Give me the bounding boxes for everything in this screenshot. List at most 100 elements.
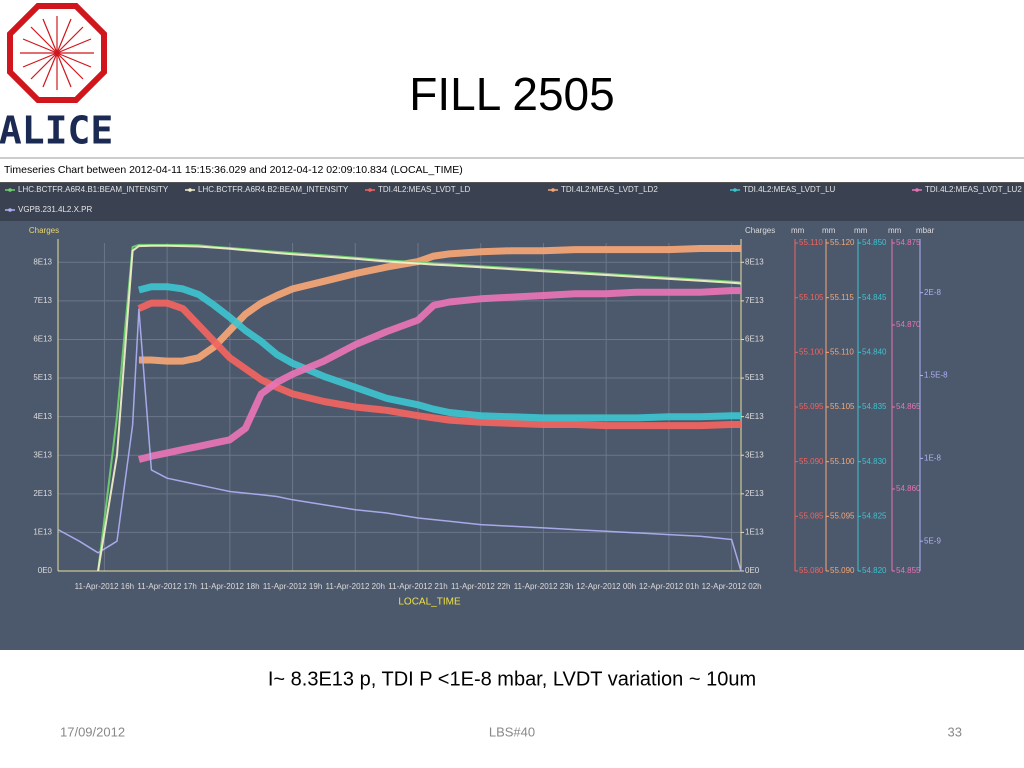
x-tick-label: 12-Apr-2012 01h <box>639 582 699 591</box>
y-tick-label: 54.865 <box>896 402 921 411</box>
y-tick-label: 55.100 <box>830 457 855 466</box>
y-tick-label: 5E13 <box>33 373 52 382</box>
chart-panel <box>0 157 1024 650</box>
y-tick-label: 8E13 <box>745 257 764 266</box>
legend-marker <box>551 188 555 192</box>
plot: 0E0 1E13 2E13 3E13 4E13 5E13 6E13 7E13 8E13 11-Ap… <box>29 226 948 608</box>
y-tick-label: 55.085 <box>799 511 824 520</box>
legend-items: LHC.BCTFR.A6R4.B1:BEAM_INTENSITY LHC.BCTF… <box>5 185 1022 214</box>
y-tick-label: 0E0 <box>745 566 760 575</box>
y-tick-label: 6E13 <box>745 335 764 344</box>
y-tick-label: 3E13 <box>745 450 764 459</box>
y-tick-label: 1E-8 <box>924 453 941 462</box>
y-tick-label: 4E13 <box>745 412 764 421</box>
legend-marker <box>733 188 737 192</box>
y-tick-label: 55.090 <box>830 566 855 575</box>
series-line <box>97 244 742 572</box>
y-tick-label: 54.825 <box>862 511 887 520</box>
legend-label: VGPB.231.4L2.X.PR <box>18 205 92 214</box>
y-tick-label: 2E-8 <box>924 288 941 297</box>
x-axis-title: LOCAL_TIME <box>398 597 461 608</box>
y-tick-label: 54.850 <box>862 238 887 247</box>
y-tick-label: 54.845 <box>862 293 887 302</box>
y-tick-label: 7E13 <box>745 296 764 305</box>
y-axis-title: Charges <box>745 226 775 235</box>
chart-header <box>0 157 1024 183</box>
legend-label: LHC.BCTFR.A6R4.B1:BEAM_INTENSITY <box>18 185 169 194</box>
chart-title: Timeseries Chart between 2012-04-11 15:1… <box>4 164 463 176</box>
y-tick-label: 55.095 <box>799 402 824 411</box>
slide-footer: LBS#40 <box>489 724 535 739</box>
alice-logo: ALICE <box>0 3 113 153</box>
x-tick-label: 11-Apr-2012 19h <box>263 582 322 591</box>
y-tick-label: 6E13 <box>33 335 52 344</box>
x-tick-label: 11-Apr-2012 21h <box>388 582 447 591</box>
legend-label: TDI.4L2:MEAS_LVDT_LU2 <box>925 185 1022 194</box>
y-axis-title: mbar <box>916 226 935 235</box>
series-line <box>137 299 741 430</box>
y-tick-label: 55.090 <box>799 457 824 466</box>
y-tick-label: 0E0 <box>38 566 53 575</box>
y-tick-label: 54.840 <box>862 347 887 356</box>
y-tick-label: 55.100 <box>799 347 824 356</box>
legend-marker <box>915 188 919 192</box>
y-tick-label: 54.820 <box>862 566 887 575</box>
legend-label: TDI.4L2:MEAS_LVDT_LD2 <box>561 185 658 194</box>
y-tick-label: 1E13 <box>33 528 52 537</box>
legend <box>0 183 1024 221</box>
y-tick-label: 54.830 <box>862 457 887 466</box>
y-tick-label: 55.110 <box>799 238 823 247</box>
y-tick-label: 8E13 <box>33 257 52 266</box>
x-tick-label: 11-Apr-2012 17h <box>137 582 196 591</box>
legend-label: TDI.4L2:MEAS_LVDT_LD <box>378 185 471 194</box>
y-tick-label: 2E13 <box>33 489 52 498</box>
legend-label: TDI.4L2:MEAS_LVDT_LU <box>743 185 836 194</box>
y-tick-label: 5E13 <box>745 373 764 382</box>
y-tick-label: 55.080 <box>799 566 824 575</box>
x-tick-label: 11-Apr-2012 22h <box>451 582 510 591</box>
logo-burst <box>20 16 94 90</box>
y-tick-label: 3E13 <box>33 450 52 459</box>
legend-label: LHC.BCTFR.A6R4.B2:BEAM_INTENSITY <box>198 185 349 194</box>
y-tick-label: 5E-9 <box>924 536 941 545</box>
y-tick-label: 55.095 <box>830 511 855 520</box>
caption: I~ 8.3E13 p, TDI P <1E-8 mbar, LVDT vari… <box>268 668 756 690</box>
y-axis-title: mm <box>854 226 868 235</box>
series-line <box>57 308 742 572</box>
series-line <box>138 287 741 463</box>
y-tick-label: 1E13 <box>745 528 764 537</box>
x-tick-label: 12-Apr-2012 02h <box>702 582 762 591</box>
legend-marker <box>8 208 12 212</box>
legend-marker <box>8 188 12 192</box>
y-tick-label: 54.875 <box>896 238 921 247</box>
y-tick-label: 54.860 <box>896 484 921 493</box>
x-tick-label: 11-Apr-2012 18h <box>200 582 259 591</box>
slide-title: FILL 2505 <box>409 68 614 120</box>
y-tick-label: 2E13 <box>745 489 764 498</box>
y-tick-label: 55.105 <box>830 402 855 411</box>
page-number: 33 <box>948 724 962 739</box>
x-tick-label: 11-Apr-2012 20h <box>326 582 385 591</box>
logo-text: ALICE <box>0 109 113 153</box>
y-tick-label: 55.105 <box>799 293 824 302</box>
series-line <box>138 245 741 365</box>
x-tick-label: 11-Apr-2012 16h <box>75 582 134 591</box>
y-tick-label: 7E13 <box>33 296 52 305</box>
x-tick-label: 11-Apr-2012 23h <box>514 582 573 591</box>
y-tick-label: 54.870 <box>896 320 921 329</box>
y-axis-title: mm <box>791 226 805 235</box>
slide-date: 17/09/2012 <box>60 724 125 739</box>
y-axis-title: Charges <box>29 226 59 235</box>
x-tick-label: 12-Apr-2012 00h <box>576 582 636 591</box>
y-tick-label: 4E13 <box>33 412 52 421</box>
y-tick-label: 54.835 <box>862 402 887 411</box>
y-tick-label: 54.855 <box>896 566 921 575</box>
y-tick-label: 1.5E-8 <box>924 371 948 380</box>
logo-octagon <box>7 3 107 103</box>
y-axis-title: mm <box>888 226 902 235</box>
legend-marker <box>368 188 372 192</box>
y-tick-label: 55.120 <box>830 238 855 247</box>
y-tick-label: 55.115 <box>830 293 854 302</box>
